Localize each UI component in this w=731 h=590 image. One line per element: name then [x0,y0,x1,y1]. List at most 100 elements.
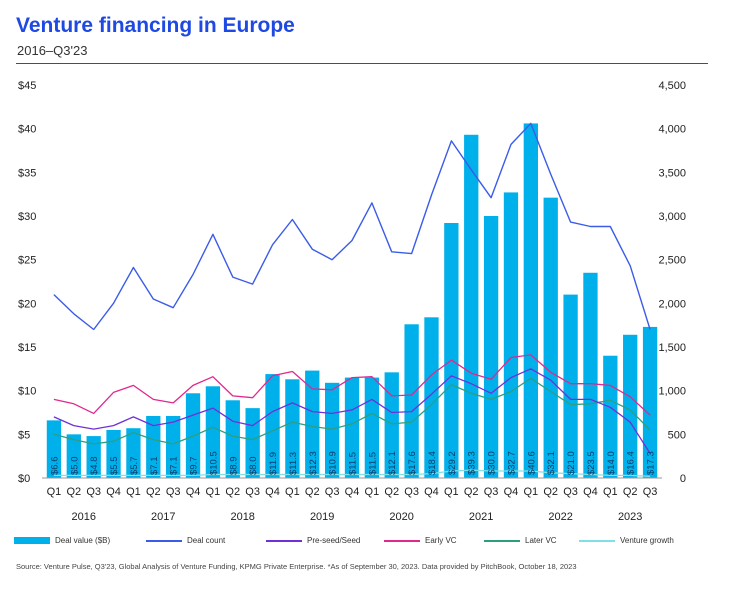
x-axis-year-label: 2022 [548,511,572,523]
legend-venture-growth: Venture growth [579,536,674,545]
early-vc-line [53,354,651,416]
left-axis-tick-label: $40 [18,124,36,136]
bar-data-label: $14.0 [606,451,617,475]
right-axis-tick-label: 3,500 [658,167,686,179]
left-axis-tick-label: $20 [18,298,36,310]
bar-data-label: $10.9 [328,451,339,475]
deal-value-bar [483,216,499,478]
bar-data-label: $10.5 [208,451,219,475]
x-axis-quarter-label: Q2 [384,486,399,498]
left-axis-tick-label: $30 [18,211,36,223]
bar-data-label: $8.9 [228,457,239,476]
x-axis-year-label: 2019 [310,511,334,523]
x-axis-quarter-label: Q3 [484,486,499,498]
left-axis-tick-label: $0 [18,473,30,485]
bar-data-label: $18.4 [427,451,438,475]
later-vc-line [53,377,651,445]
bar-data-label: $40.6 [526,451,537,475]
bar-data-label: $6.6 [49,457,60,476]
deal-value-bar [265,374,280,478]
bar-data-label: $32.7 [506,451,517,475]
deal-value-bar [523,123,538,478]
legend-preseed: Pre-seed/Seed [266,536,360,545]
x-axis-quarter-label: Q3 [245,486,260,498]
left-axis-tick-label: $35 [18,167,36,179]
deal-value-bar [603,355,618,478]
bar-data-label: $23.5 [586,451,597,475]
right-axis-tick-label: 1,000 [658,386,686,398]
deal-value-bar [86,436,101,478]
right-axis-tick-label: 4,500 [658,80,686,92]
bar-data-label: $5.0 [69,457,80,476]
x-axis-quarter-label: Q2 [623,486,638,498]
x-axis-quarter-label: Q4 [583,486,598,498]
legend-label-early-vc: Early VC [425,536,457,545]
legend-later-vc: Later VC [484,536,557,545]
deal-count-line [53,122,651,331]
bar-data-label: $11.9 [268,452,279,475]
bar-data-label: $29.2 [447,451,458,475]
bar-data-label: $21.0 [566,451,577,475]
x-axis-year-label: 2023 [618,511,642,523]
deal-value-bar [364,377,380,478]
x-axis-quarter-label: Q1 [603,486,618,498]
bar-data-label: $8.0 [248,457,259,476]
x-axis-quarter-label: Q2 [225,486,240,498]
x-axis-quarter-label: Q3 [404,486,419,498]
right-axis-tick-label: 2,500 [658,255,686,267]
deal-value-bar [324,382,340,478]
x-axis-quarter-label: Q3 [325,486,340,498]
x-axis-quarter-label: Q1 [285,486,300,498]
x-axis-quarter-label: Q1 [365,486,380,498]
bar-data-label: $7.1 [169,457,180,476]
deal-value-bar [245,408,260,478]
legend-early-vc: Early VC [384,536,457,545]
legend-swatch-early-vc [384,539,420,542]
x-axis-year-label: 2017 [151,511,175,523]
left-axis-tick-label: $25 [18,255,36,267]
legend-label-venture-growth: Venture growth [620,536,674,545]
x-axis-quarter-label: Q4 [265,486,280,498]
bar-data-label: $4.8 [89,457,100,476]
x-axis-quarter-label: Q1 [444,486,459,498]
legend-label-deal-count: Deal count [187,536,226,545]
pre-seed-seed-line [53,368,651,454]
left-axis-tick-label: $15 [18,342,36,354]
deal-value-bar [384,372,399,478]
bar-data-label: $17.6 [407,451,418,475]
x-axis-quarter-label: Q1 [126,486,141,498]
deal-value-bar [344,377,360,478]
deal-value-bar [583,272,598,478]
left-axis-tick-label: $10 [18,386,36,398]
deal-value-bar [305,370,320,478]
deal-value-bar [146,415,161,478]
venture-chart: $0 $5 $10 $15 $20 $25 $30 $35 $40 $45 0 500 1,000 1,5… [18,80,686,523]
deal-value-bar [126,428,141,478]
x-axis-quarter-label: Q4 [424,486,439,498]
right-axis-tick-label: 0 [680,473,686,485]
left-axis-tick-label: $5 [18,429,30,441]
chart-legend: Deal value ($B) Deal count Pre-seed/Seed… [14,536,714,550]
deal-value-bar [404,324,419,478]
x-axis-quarter-label: Q2 [464,486,479,498]
chart-subtitle: 2016–Q3'23 [17,43,88,58]
bar-data-label: $11.3 [288,452,299,475]
x-axis-year-label: 2016 [71,511,95,523]
legend-swatch-venture-growth [579,539,615,542]
legend-swatch-deal-count [146,539,182,542]
x-axis-quarter-label: Q4 [186,486,201,498]
right-axis-tick-label: 2,000 [658,298,686,310]
x-axis-quarter-label: Q3 [86,486,101,498]
bar-data-label: $30.0 [487,451,498,475]
x-axis-quarter-label: Q1 [523,486,538,498]
legend-label-preseed: Pre-seed/Seed [307,536,361,545]
right-axis-tick-label: 4,000 [658,124,686,136]
title-divider [16,63,708,64]
legend-swatch-later-vc [484,539,520,542]
bar-data-label: $12.1 [387,451,398,475]
x-axis-quarter-label: Q2 [146,486,161,498]
legend-swatch-deal-value [14,537,50,544]
x-axis-quarter-label: Q2 [305,486,320,498]
x-axis-year-label: 2020 [389,511,413,523]
bar-data-label: $5.5 [109,457,120,476]
